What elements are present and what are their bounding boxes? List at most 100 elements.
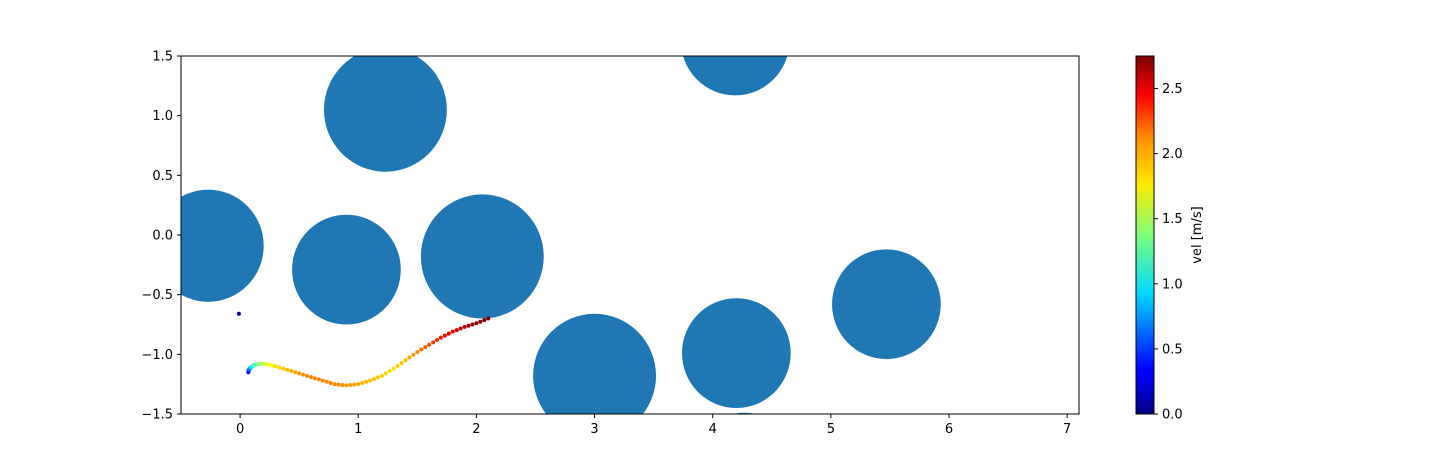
colorbar-ticks: 0.0 0.5 1.0 1.5 2.0 2.5 [1154, 82, 1183, 423]
trajectory-point [285, 367, 290, 372]
colorbar-frame [1135, 55, 1155, 415]
x-tick-label: 7 [1063, 422, 1071, 437]
trajectory-point [332, 382, 337, 387]
trajectory-point [478, 319, 483, 324]
trajectory-point [450, 329, 455, 334]
trajectory-point [399, 361, 404, 366]
y-tick-label: 0.5 [152, 169, 173, 184]
trajectory-point [462, 324, 467, 329]
trajectory-point [486, 316, 491, 321]
trajectory-point [454, 328, 459, 333]
trajectory-point [320, 378, 325, 383]
trajectory-point [438, 335, 443, 340]
trajectory-point [383, 371, 388, 376]
x-tick-label: 0 [236, 422, 244, 437]
trajectory-point [375, 375, 380, 380]
y-tick-label: −0.5 [141, 288, 173, 303]
colorbar-tick-label: 1.5 [1162, 212, 1183, 227]
colorbar-tick-label: 1.0 [1162, 277, 1183, 292]
trajectory-point [470, 322, 475, 327]
colorbar: 0.0 0.5 1.0 1.5 2.0 2.5 vel [m/s] [1135, 55, 1205, 423]
trajectory-point [364, 379, 369, 384]
plot-area: 0 1 2 3 4 5 6 7 −1.5 −1.0 −0.5 0.0 0.5 1.0 1.5 [141, 50, 1080, 437]
trajectory-point [395, 363, 400, 368]
obstacle-circle [683, 56, 788, 96]
colorbar-gradient [1136, 56, 1154, 414]
y-tick-label: −1.5 [141, 408, 173, 423]
obstacle-circle [733, 412, 756, 414]
trajectory-point [419, 347, 424, 352]
trajectory-point [308, 375, 313, 380]
trajectory-point [297, 371, 302, 376]
x-tick-label: 3 [590, 422, 598, 437]
trajectory [236, 311, 491, 388]
trajectory-point [305, 373, 310, 378]
colorbar-tick-label: 2.0 [1162, 147, 1183, 162]
trajectory-point [379, 373, 384, 378]
colorbar-label: vel [m/s] [1190, 206, 1205, 263]
trajectory-point [482, 318, 487, 323]
trajectory-point [340, 382, 345, 387]
trajectory-point [368, 378, 373, 383]
colorbar-tick-label: 2.5 [1162, 82, 1183, 97]
trajectory-point [270, 363, 275, 368]
trajectory-point [293, 370, 298, 375]
trajectory-point [387, 369, 392, 374]
trajectory-point [277, 365, 282, 370]
trajectory-point [336, 382, 341, 387]
trajectory-point [458, 326, 463, 331]
trajectory-point [427, 342, 432, 347]
trajectory-point [411, 352, 416, 357]
trajectory-point [431, 340, 436, 345]
y-tick-label: 1.5 [152, 50, 173, 65]
trajectory-point [344, 383, 349, 388]
obstacle-circle [181, 189, 264, 302]
trajectory-point [360, 380, 365, 385]
obstacle-circle [533, 313, 656, 414]
trajectory-point [312, 376, 317, 381]
x-tick-label: 2 [472, 422, 480, 437]
trajectory-point [301, 372, 306, 377]
y-tick-label: −1.0 [141, 348, 173, 363]
trajectory-point [446, 331, 451, 336]
start-point [236, 311, 241, 316]
obstacles [181, 56, 941, 414]
trajectory-point [316, 377, 321, 382]
trajectory-point [435, 338, 440, 343]
trajectory-point [391, 366, 396, 371]
obstacle-circle [420, 194, 544, 319]
y-tick-label: 0.0 [152, 229, 173, 244]
trajectory-point [356, 382, 361, 387]
trajectory-point [403, 358, 408, 363]
trajectory-point [474, 321, 479, 326]
trajectory-point [267, 362, 272, 367]
y-axis: −1.5 −1.0 −0.5 0.0 0.5 1.0 1.5 [141, 50, 181, 423]
trajectory-point [273, 364, 278, 369]
trajectory-point [281, 366, 286, 371]
trajectory-point [348, 382, 353, 387]
x-tick-label: 5 [827, 422, 835, 437]
colorbar-tick-label: 0.0 [1162, 408, 1183, 423]
colorbar-tick-label: 0.5 [1162, 342, 1183, 357]
trajectory-point [415, 349, 420, 354]
obstacle-circle [323, 56, 447, 172]
trajectory-point [371, 376, 376, 381]
trajectory-point [466, 323, 471, 328]
trajectory-point [423, 345, 428, 350]
x-axis: 0 1 2 3 4 5 6 7 [236, 414, 1071, 437]
x-tick-label: 1 [354, 422, 362, 437]
x-tick-label: 4 [709, 422, 717, 437]
trajectory-point [442, 333, 447, 338]
trajectory-point [352, 382, 357, 387]
obstacle-circle [832, 249, 941, 360]
x-tick-label: 6 [945, 422, 953, 437]
obstacle-circle [292, 214, 401, 325]
trajectory-point [328, 380, 333, 385]
y-tick-label: 1.0 [152, 109, 173, 124]
trajectory-point [407, 355, 412, 360]
trajectory-point [324, 379, 329, 384]
obstacle-circle [681, 298, 791, 409]
trajectory-point [264, 361, 269, 366]
trajectory-point [289, 369, 294, 374]
